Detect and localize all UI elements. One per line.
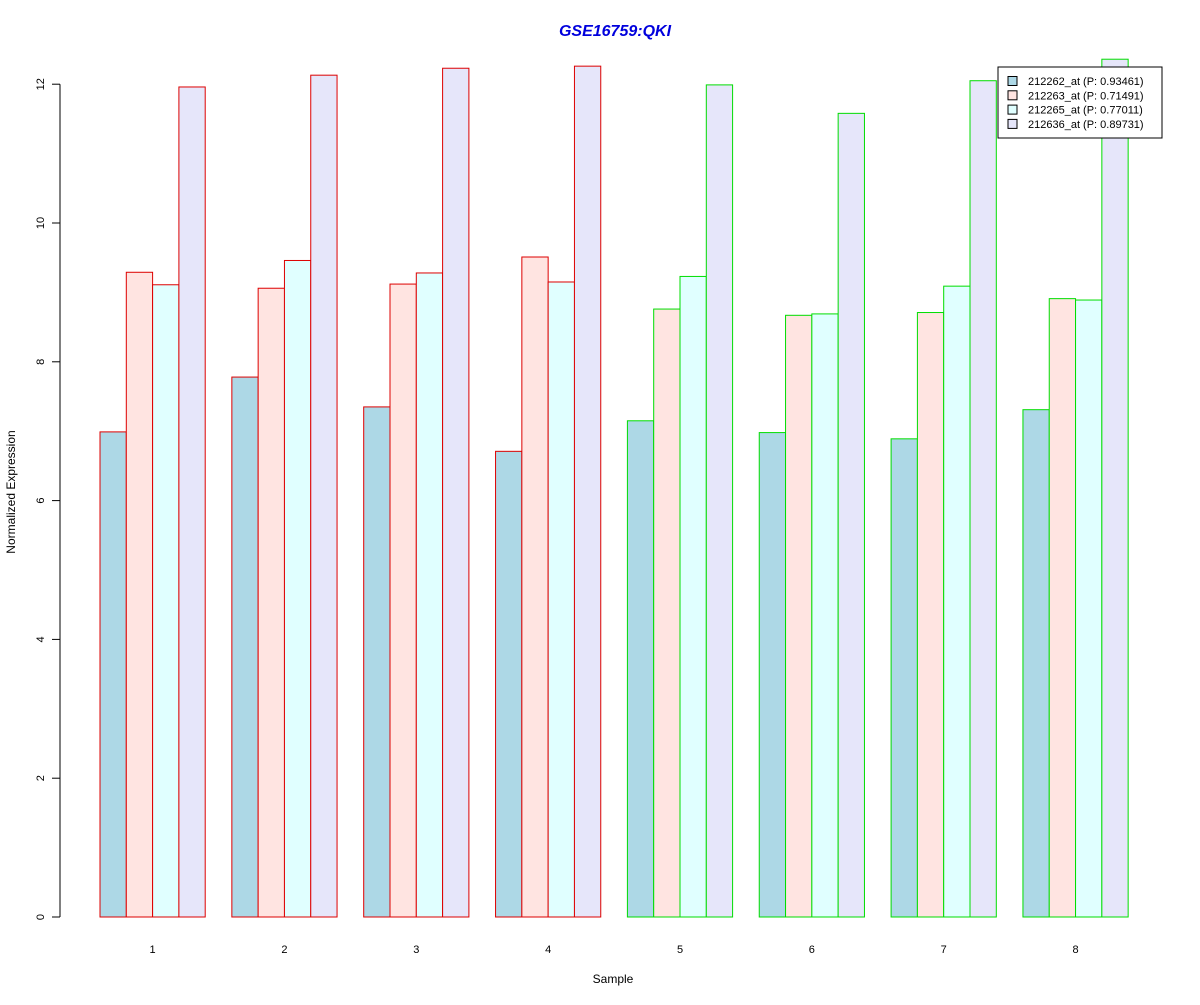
- bar: [178, 86, 206, 918]
- bar: [521, 256, 549, 918]
- bar: [152, 284, 180, 918]
- bar: [1075, 299, 1103, 918]
- bar: [573, 65, 602, 918]
- y-tick-label: 0: [35, 914, 47, 920]
- bar: [811, 313, 839, 918]
- x-tick-label: 5: [677, 944, 683, 956]
- bar: [943, 285, 971, 918]
- y-tick-label: 8: [35, 359, 47, 365]
- y-tick-label: 2: [35, 775, 47, 781]
- bar: [969, 80, 997, 918]
- bar: [442, 67, 470, 918]
- legend-box: [997, 66, 1163, 139]
- x-tick-label: 4: [545, 944, 551, 956]
- x-tick-label: 1: [150, 944, 156, 956]
- x-tick-label: 8: [1072, 944, 1078, 956]
- bar: [705, 84, 734, 918]
- bar: [547, 281, 575, 918]
- bar: [99, 431, 127, 918]
- bar: [363, 406, 391, 918]
- legend-label: 212263_at (P: 0.71491): [1028, 90, 1144, 102]
- x-axis-label: Sample: [593, 972, 634, 986]
- x-tick-label: 3: [413, 944, 419, 956]
- bar: [837, 112, 865, 918]
- legend-label: 212262_at (P: 0.93461): [1028, 76, 1144, 88]
- y-tick-label: 6: [35, 498, 47, 504]
- bar: [415, 272, 444, 918]
- x-axis-ticks: 1 2 3 4 5 6 7 8: [150, 944, 1079, 956]
- legend: 212262_at (P: 0.93461) 212263_at (P: 0.71…: [997, 66, 1163, 139]
- bar: [679, 275, 707, 918]
- bar: [626, 420, 655, 918]
- bar: [283, 259, 312, 918]
- bar: [1101, 58, 1129, 918]
- legend-swatch: [1007, 90, 1018, 101]
- bars: [99, 58, 1129, 918]
- legend-swatch: [1007, 118, 1018, 129]
- x-tick-label: 2: [281, 944, 287, 956]
- bar: [785, 314, 813, 918]
- x-tick-label: 6: [809, 944, 815, 956]
- bar: [1048, 298, 1077, 918]
- bar: [653, 308, 681, 918]
- legend-swatch: [1007, 76, 1018, 86]
- bar: [310, 74, 338, 918]
- legend-swatch: [1007, 104, 1018, 115]
- bar: [389, 283, 417, 918]
- y-axis: 0 2 4 6 8 10 12: [35, 78, 61, 920]
- y-tick-label: 4: [35, 636, 47, 642]
- x-tick-label: 7: [941, 944, 947, 956]
- chart-title: GSE16759:QKI: [559, 23, 672, 40]
- bar: [758, 432, 787, 918]
- bar: [916, 312, 945, 918]
- bar: [890, 438, 918, 918]
- bar: [257, 287, 285, 918]
- bar: [125, 271, 154, 918]
- legend-label: 212265_at (P: 0.77011): [1028, 105, 1143, 117]
- bar: [495, 450, 523, 918]
- bar: [1022, 409, 1050, 918]
- y-tick-label: 12: [35, 78, 47, 90]
- y-tick-label: 10: [35, 217, 47, 229]
- y-axis-label: Normalized Expression: [4, 430, 18, 553]
- legend-label: 212636_at (P: 0.89731): [1028, 119, 1144, 131]
- bar: [231, 376, 259, 918]
